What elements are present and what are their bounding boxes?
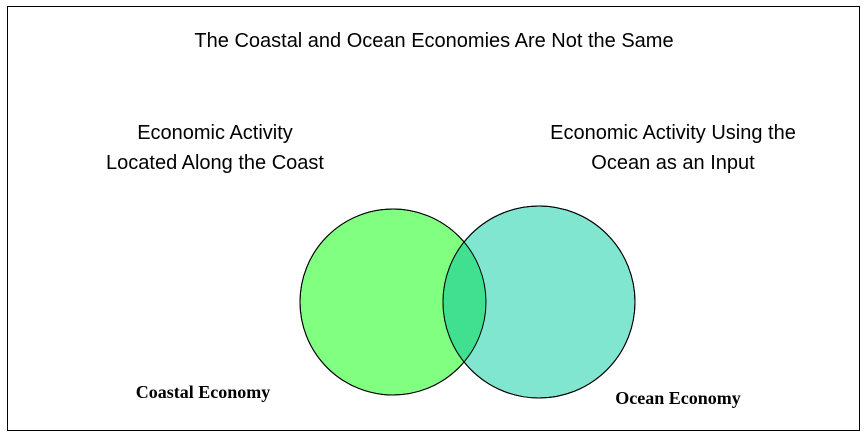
set-description: Economic Activity — [137, 122, 293, 144]
ocean-outline — [442, 205, 636, 399]
set-description: Economic Activity Using the — [550, 122, 796, 144]
set-description: Ocean as an Input — [591, 152, 755, 174]
coastal-outline — [299, 208, 487, 396]
set-label: Coastal Economy — [136, 382, 271, 402]
set-description: Located Along the Coast — [106, 152, 324, 174]
set-label: Ocean Economy — [615, 388, 741, 408]
title: The Coastal and Ocean Economies Are Not … — [194, 30, 673, 52]
